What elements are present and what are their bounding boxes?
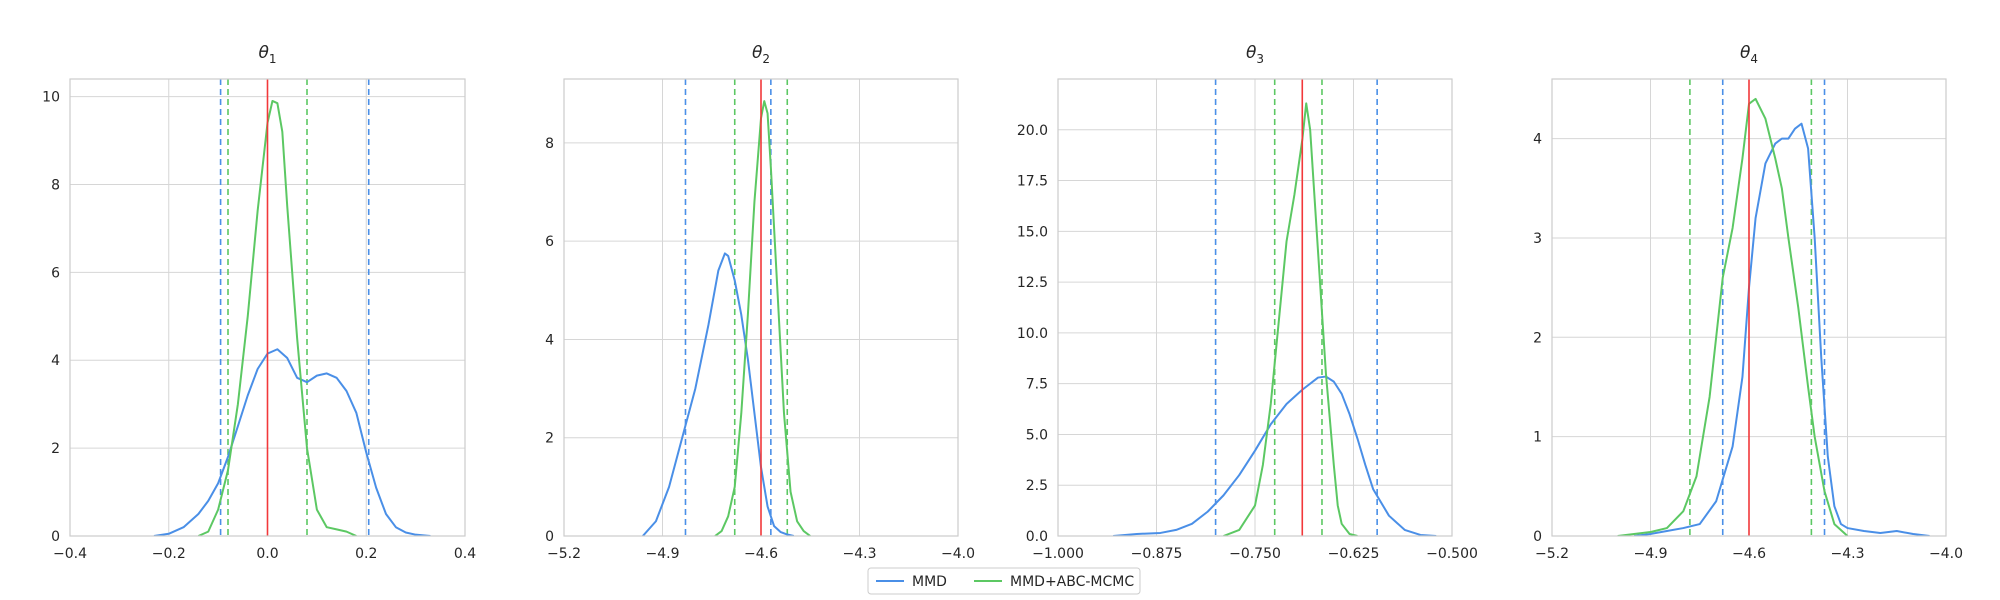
y-tick-label: 0.0: [1026, 529, 1048, 545]
x-tick-label: −4.0: [941, 546, 975, 562]
y-tick-label: 1: [1533, 430, 1542, 446]
series-line-mmd-abc-mcmc: [197, 99, 357, 536]
panel-title-subscript: 3: [1256, 52, 1264, 66]
y-tick-label: 15.0: [1017, 224, 1048, 240]
x-tick-label: 0.4: [454, 546, 476, 562]
panel-title-symbol: θ: [258, 43, 269, 63]
panel-title: θ4: [1740, 43, 1758, 66]
x-tick-label: −5.2: [547, 546, 581, 562]
y-tick-label: 0: [1533, 529, 1542, 545]
series-line-mmd-abc-mcmc: [1223, 102, 1358, 536]
x-tick-label: −0.750: [1229, 546, 1281, 562]
y-tick-label: 8: [51, 177, 60, 193]
y-tick-label: 10: [42, 90, 60, 106]
x-tick-label: −0.625: [1328, 546, 1380, 562]
plot-frame: [1551, 78, 1947, 537]
y-tick-label: 2: [545, 431, 554, 447]
series-line-mmd-abc-mcmc: [714, 100, 811, 536]
y-tick-label: 2: [1533, 330, 1542, 346]
y-tick-label: 6: [51, 265, 60, 281]
x-tick-label: −4.3: [843, 546, 877, 562]
y-tick-label: 3: [1533, 231, 1542, 247]
panel-3: −1.000 −0.875 −0.750 −0.625 −0.500 0.0 2.5 5.0 7…: [1017, 43, 1478, 562]
panel-title: θ1: [258, 43, 276, 66]
plot-frame: [563, 78, 959, 537]
series-line-mmd: [1633, 122, 1930, 536]
x-tick-label: 0.2: [355, 546, 377, 562]
y-tick-label: 8: [545, 136, 554, 152]
panel-title: θ2: [752, 43, 770, 66]
panel-title-symbol: θ: [1246, 43, 1257, 63]
y-tick-label: 4: [1533, 132, 1542, 148]
panel-title-subscript: 1: [269, 52, 277, 66]
y-tick-label: 0: [545, 529, 554, 545]
panel-title-symbol: θ: [752, 43, 763, 63]
legend-label-mmd: MMD: [912, 574, 947, 590]
panel-title-subscript: 4: [1750, 52, 1758, 66]
y-tick-label: 20.0: [1017, 123, 1048, 139]
panel-title-symbol: θ: [1740, 43, 1751, 63]
series-line-mmd: [153, 348, 431, 536]
y-tick-label: 2: [51, 441, 60, 457]
x-tick-label: −4.9: [1634, 546, 1668, 562]
series-line-mmd: [1113, 375, 1437, 536]
x-tick-label: −0.500: [1426, 546, 1478, 562]
x-tick-label: −0.875: [1131, 546, 1183, 562]
plot-frame: [69, 78, 466, 537]
y-tick-label: 12.5: [1017, 275, 1048, 291]
x-tick-label: −1.000: [1032, 546, 1084, 562]
legend-frame: [867, 567, 1141, 595]
y-tick-label: 17.5: [1017, 174, 1048, 190]
y-tick-label: 0: [51, 529, 60, 545]
y-tick-label: 4: [545, 332, 554, 348]
x-tick-label: −4.6: [744, 546, 778, 562]
series-line-mmd-abc-mcmc: [1617, 97, 1849, 536]
x-tick-label: −4.3: [1831, 546, 1865, 562]
panel-title-subscript: 2: [762, 52, 770, 66]
y-tick-label: 10.0: [1017, 326, 1048, 342]
y-tick-label: 7.5: [1026, 377, 1048, 393]
y-tick-label: 5.0: [1026, 427, 1048, 443]
y-tick-label: 6: [545, 234, 554, 250]
panel-1: −0.4 −0.2 0.0 0.2 0.4 0 2 4 6 8 10 θ1: [42, 43, 476, 562]
series-line-mmd: [642, 252, 795, 536]
x-tick-label: −4.0: [1929, 546, 1963, 562]
x-tick-label: −0.2: [152, 546, 186, 562]
legend: MMD MMD+ABC-MCMC: [867, 567, 1141, 595]
legend-label-abc: MMD+ABC-MCMC: [1010, 574, 1134, 590]
plot-frame: [1057, 78, 1453, 537]
x-tick-label: −4.6: [1732, 546, 1766, 562]
x-tick-label: −5.2: [1535, 546, 1569, 562]
x-tick-label: −0.4: [53, 546, 87, 562]
x-tick-label: −4.9: [646, 546, 680, 562]
panel-title: θ3: [1246, 43, 1264, 66]
y-tick-label: 2.5: [1026, 478, 1048, 494]
y-tick-label: 4: [51, 353, 60, 369]
x-tick-label: 0.0: [256, 546, 278, 562]
